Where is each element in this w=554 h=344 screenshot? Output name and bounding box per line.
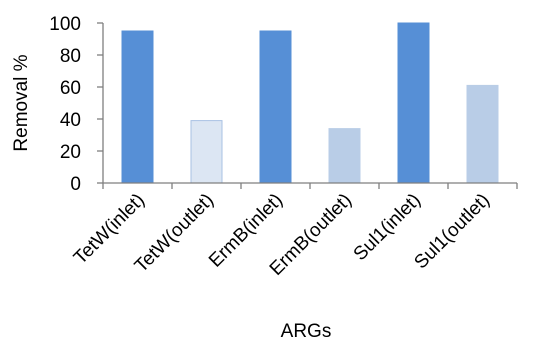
x-category-labels-group: TetW(inlet)TetW(outlet)ErmB(inlet)ErmB(o… bbox=[70, 190, 494, 280]
y-tick-label: 60 bbox=[60, 78, 81, 99]
x-axis-title: ARGs bbox=[281, 321, 332, 342]
y-tick-label: 20 bbox=[60, 142, 81, 163]
axes-group bbox=[102, 23, 518, 189]
bar-4 bbox=[397, 22, 430, 184]
y-tick-label: 80 bbox=[60, 46, 81, 67]
bar-0 bbox=[121, 30, 154, 184]
bar-5 bbox=[466, 84, 499, 184]
y-tick-label: 0 bbox=[70, 174, 81, 195]
x-category-label: Sul1(inlet) bbox=[350, 190, 425, 265]
y-ticks-group: 0 20 40 60 80 100 bbox=[49, 14, 103, 195]
bar-1 bbox=[190, 120, 223, 184]
y-tick-label: 100 bbox=[49, 14, 81, 35]
x-category-label: Sul1(outlet) bbox=[410, 190, 494, 274]
bar-2 bbox=[259, 30, 292, 184]
bar-3 bbox=[328, 128, 361, 184]
y-tick-label: 40 bbox=[60, 110, 81, 131]
bars-group bbox=[121, 22, 499, 184]
y-axis-title: Removal % bbox=[11, 54, 32, 151]
